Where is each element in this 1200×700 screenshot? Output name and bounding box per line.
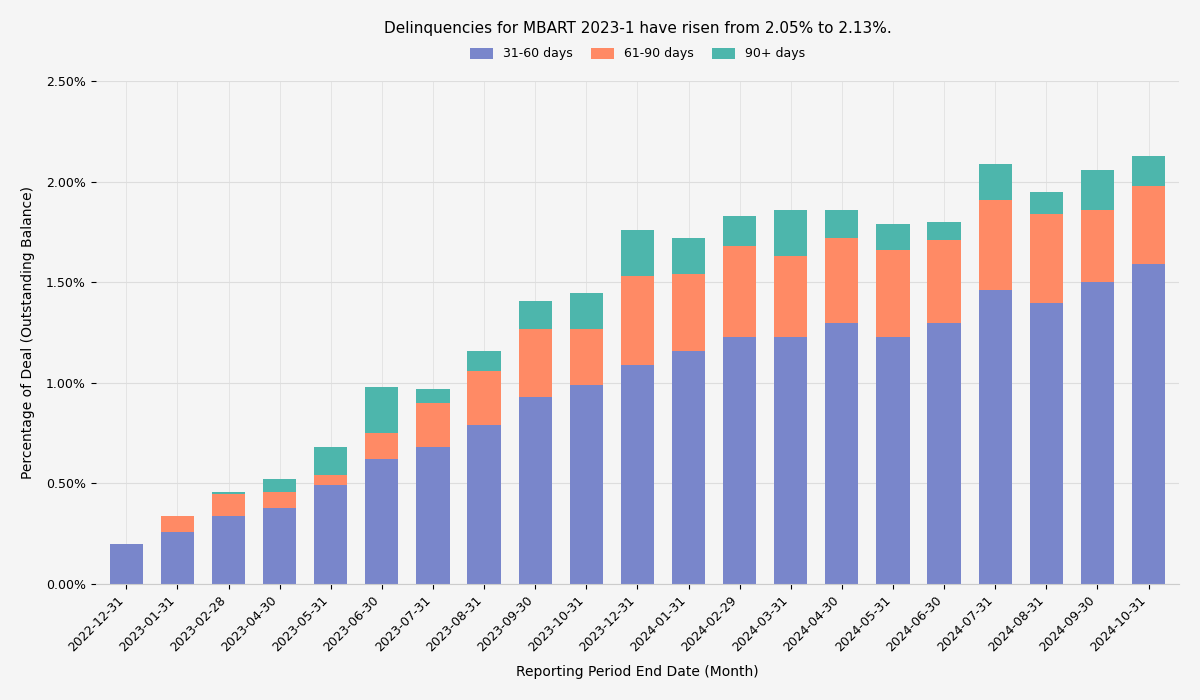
Bar <box>570 293 602 329</box>
Bar <box>978 164 1012 200</box>
Y-axis label: Percentage of Deal (Outstanding Balance): Percentage of Deal (Outstanding Balance) <box>20 186 35 480</box>
Bar <box>876 251 910 337</box>
Bar <box>365 387 398 433</box>
Bar <box>109 544 143 584</box>
Bar <box>518 397 552 584</box>
Bar <box>263 491 296 508</box>
Bar <box>1132 186 1165 265</box>
Bar <box>928 323 961 584</box>
Bar <box>928 222 961 240</box>
Bar <box>774 210 808 256</box>
Bar <box>620 276 654 365</box>
Bar <box>1030 302 1063 584</box>
Bar <box>774 337 808 584</box>
Bar <box>416 447 450 584</box>
Bar <box>518 329 552 397</box>
Bar <box>876 224 910 251</box>
Bar <box>978 290 1012 584</box>
Bar <box>826 238 858 323</box>
Bar <box>826 323 858 584</box>
Bar <box>672 351 706 584</box>
Bar <box>1132 265 1165 584</box>
Bar <box>365 433 398 459</box>
Bar <box>212 491 245 494</box>
Bar <box>1081 283 1114 584</box>
Bar <box>672 238 706 274</box>
Bar <box>1081 170 1114 210</box>
Bar <box>928 240 961 323</box>
Bar <box>161 516 194 532</box>
Bar <box>468 351 500 371</box>
Legend: 31-60 days, 61-90 days, 90+ days: 31-60 days, 61-90 days, 90+ days <box>470 48 805 60</box>
Bar <box>518 300 552 329</box>
Bar <box>263 480 296 491</box>
Bar <box>1132 156 1165 186</box>
Bar <box>620 365 654 584</box>
Bar <box>468 425 500 584</box>
Bar <box>1081 210 1114 283</box>
Bar <box>570 329 602 385</box>
Bar <box>978 200 1012 290</box>
Bar <box>212 494 245 516</box>
Bar <box>774 256 808 337</box>
Bar <box>724 246 756 337</box>
Bar <box>724 337 756 584</box>
Title: Delinquencies for MBART 2023-1 have risen from 2.05% to 2.13%.: Delinquencies for MBART 2023-1 have rise… <box>384 21 892 36</box>
Bar <box>314 475 347 486</box>
Bar <box>263 508 296 584</box>
Bar <box>876 337 910 584</box>
Bar <box>620 230 654 276</box>
Bar <box>314 447 347 475</box>
Bar <box>416 389 450 403</box>
Bar <box>314 486 347 584</box>
Bar <box>1030 214 1063 302</box>
Bar <box>826 210 858 238</box>
Bar <box>672 274 706 351</box>
Bar <box>724 216 756 246</box>
Bar <box>365 459 398 584</box>
Bar <box>416 403 450 447</box>
Bar <box>468 371 500 425</box>
Bar <box>161 532 194 584</box>
Bar <box>570 385 602 584</box>
Bar <box>212 516 245 584</box>
X-axis label: Reporting Period End Date (Month): Reporting Period End Date (Month) <box>516 665 758 679</box>
Bar <box>1030 192 1063 214</box>
